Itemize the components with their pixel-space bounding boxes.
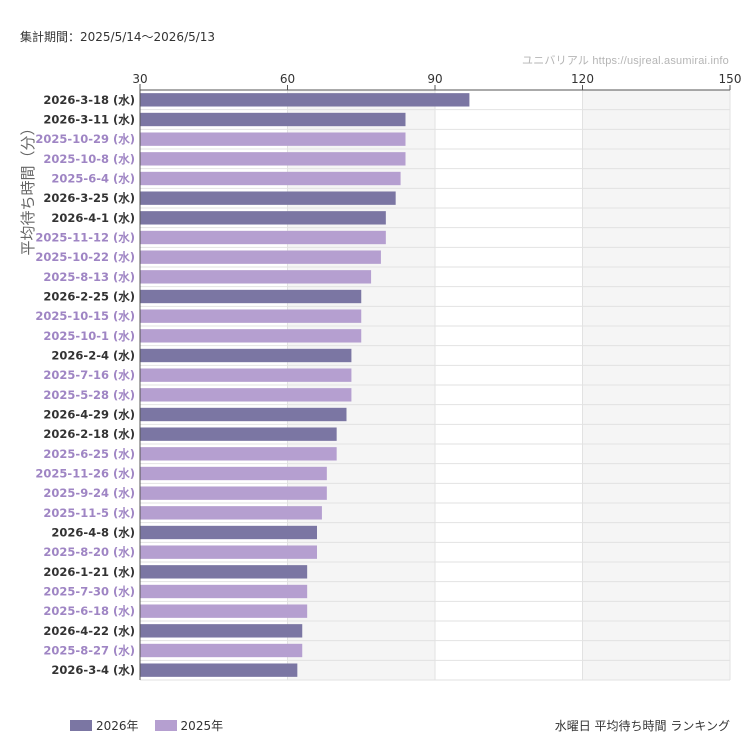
bar [140, 368, 352, 382]
category-label: 2026-3-18 (水) [43, 93, 135, 107]
x-tick-label: 60 [280, 72, 295, 86]
category-label: 2025-9-24 (水) [43, 486, 135, 500]
category-label: 2025-6-25 (水) [43, 447, 135, 461]
legend: 2026年 2025年 [70, 717, 239, 734]
category-label: 2025-11-5 (水) [43, 506, 135, 520]
category-label: 2025-5-28 (水) [43, 388, 135, 402]
category-label: 2025-6-18 (水) [43, 604, 135, 618]
bar [140, 132, 406, 146]
category-label: 2025-8-13 (水) [43, 270, 135, 284]
chart-axis [139, 84, 731, 680]
category-label: 2025-10-22 (水) [35, 250, 135, 264]
bar [140, 270, 372, 284]
bar [140, 329, 362, 343]
category-label: 2026-4-8 (水) [51, 526, 135, 540]
bar [140, 112, 406, 127]
bar [140, 584, 308, 599]
legend-item-2026: 2026年 [70, 717, 139, 734]
x-tick-label: 90 [427, 72, 442, 86]
bar [140, 191, 396, 205]
x-tick-label: 30 [132, 72, 147, 86]
bar [140, 466, 327, 481]
bar [140, 506, 322, 520]
category-label: 2025-11-26 (水) [35, 467, 135, 481]
ranking-bar-chart: 30 60 90 120 150 2026-3-18 (水)2026-3-11 (水)2… [19, 72, 741, 681]
bar [140, 427, 337, 441]
category-label: 2025-6-4 (水) [51, 172, 135, 186]
bar [140, 250, 381, 264]
category-label: 2026-2-4 (水) [51, 349, 135, 363]
chart-bars [140, 93, 470, 677]
legend-swatch-2025 [154, 720, 177, 731]
category-label: 2025-8-20 (水) [43, 545, 135, 559]
x-tick-labels: 30 60 90 120 150 [132, 72, 741, 86]
bar [140, 486, 327, 500]
category-label: 2025-7-30 (水) [43, 585, 135, 599]
bar [140, 604, 308, 618]
y-axis-label: 平均待ち時間（分） [19, 120, 37, 255]
category-labels: 2026-3-18 (水) 2026-3-11 (水) 2025-10-29 (水)… [35, 93, 135, 677]
bar [140, 545, 317, 559]
bar [140, 93, 470, 107]
chart-grid [139, 89, 731, 681]
collection-period: 集計期間：2025/5/14〜2026/5/13 [20, 30, 216, 44]
bar [140, 289, 362, 304]
bar [140, 230, 386, 245]
bar [140, 348, 352, 363]
category-label: 2026-2-18 (水) [43, 427, 135, 441]
bar [140, 624, 303, 638]
bar [140, 171, 401, 186]
category-label: 2026-1-21 (水) [43, 565, 135, 579]
bar [140, 447, 337, 461]
category-label: 2025-8-27 (水) [43, 644, 135, 658]
category-label: 2026-4-29 (水) [43, 408, 135, 422]
x-tick-label: 150 [719, 72, 742, 86]
chart-footer-title: 水曜日 平均待ち時間 ランキング [554, 719, 730, 733]
category-label: 2026-3-25 (水) [43, 191, 135, 205]
category-label: 2025-10-1 (水) [43, 329, 135, 343]
category-label: 2026-4-22 (水) [43, 624, 135, 638]
bar [140, 309, 362, 323]
bar [140, 525, 317, 540]
category-label: 2026-3-4 (水) [51, 663, 135, 677]
category-label: 2025-10-29 (水) [35, 132, 135, 146]
bar [140, 643, 303, 658]
category-label: 2026-3-11 (水) [43, 113, 135, 127]
category-label: 2025-10-8 (水) [43, 152, 135, 166]
bar [140, 152, 406, 166]
legend-swatch-2026 [70, 720, 92, 731]
bar [140, 407, 347, 422]
legend-label-2026: 2026年 [96, 719, 139, 733]
legend-label-2025: 2025年 [180, 719, 224, 733]
source-credit: ユニバリアル https://usjreal.asumirai.info [522, 55, 729, 67]
category-label: 2025-10-15 (水) [35, 309, 135, 323]
bar [140, 565, 308, 579]
bar [140, 663, 298, 677]
bar [140, 388, 352, 402]
category-label: 2025-11-12 (水) [35, 231, 135, 245]
category-label: 2026-4-1 (水) [51, 211, 135, 225]
bar [140, 211, 386, 225]
category-label: 2025-7-16 (水) [43, 368, 135, 382]
legend-item-2025: 2025年 [154, 717, 224, 734]
category-label: 2026-2-25 (水) [43, 290, 135, 304]
x-tick-label: 120 [571, 72, 594, 86]
